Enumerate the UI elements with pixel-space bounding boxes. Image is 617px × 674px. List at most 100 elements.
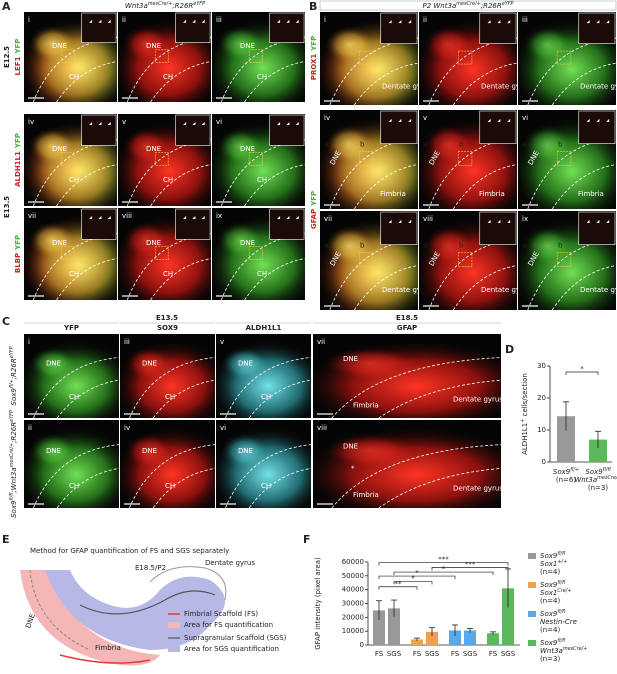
bar [373, 610, 385, 645]
y-axis-label-part: cells/section [521, 373, 529, 419]
legend-label-part: Sox9 [540, 552, 558, 560]
inset-region [248, 49, 263, 63]
arrowhead [107, 216, 111, 220]
tissue-boundary [220, 36, 305, 102]
stain-label-part: YFP [14, 235, 22, 251]
region-label: CH [69, 176, 79, 184]
panel-numeral: vii [324, 215, 332, 223]
legend-label-part: Nestin-Cre [540, 618, 577, 626]
stage-label: E13.5 [156, 314, 178, 322]
region-label: CH [69, 482, 79, 490]
row-label-part: ;R26R [10, 358, 18, 379]
x-tick-label-part: mesCre/+ [597, 475, 617, 481]
legend-swatch [528, 582, 536, 588]
inset [578, 211, 616, 245]
micrograph [118, 12, 211, 102]
micrograph [216, 420, 311, 508]
x-tick-label-part: Sox9 [553, 468, 571, 476]
panel-numeral: iv [124, 424, 130, 432]
micrograph [518, 110, 616, 209]
legend-label-part: Cre/+ [557, 588, 571, 594]
stain-signal [122, 25, 170, 62]
panel-title: Method for GFAP quantification of FS and… [30, 547, 229, 555]
x-tick-label: FS [489, 650, 498, 658]
arrowhead [606, 219, 610, 223]
panel-letter: A [2, 0, 11, 13]
arrowhead [183, 216, 187, 220]
region-label: CH [69, 393, 79, 401]
bar [589, 439, 607, 462]
region-label: Fimbria [578, 190, 604, 198]
region-label: CH [257, 73, 267, 81]
panel-letter: E [2, 533, 10, 546]
region-label: Fimbria [353, 491, 379, 499]
arrowhead [286, 19, 290, 23]
stain-signal [423, 124, 473, 165]
y-tick-label: 20000 [342, 613, 364, 621]
tissue-boundary [152, 468, 215, 508]
panel-letter: B [309, 0, 317, 13]
tissue-boundary [378, 468, 501, 508]
inset [81, 12, 117, 44]
arrowhead [89, 19, 93, 23]
genotype-part: eYFP [502, 1, 514, 7]
tissue-boundary [56, 61, 117, 102]
region-label: CH [261, 482, 271, 490]
legend-label: Sox1Cre/+ [540, 588, 572, 598]
stain-label: GFAP YFP [310, 191, 318, 229]
stain-signal [28, 127, 76, 165]
panel-numeral: viii [317, 424, 327, 432]
region-label: CH [261, 393, 271, 401]
arrowhead [487, 219, 491, 223]
legend-label: Sox9fl/fl [540, 609, 566, 619]
stain-label-part: YFP [14, 39, 22, 55]
stain-signal [423, 225, 473, 266]
tissue-boundary [56, 468, 119, 508]
stain-label-part: PROX1 [310, 54, 318, 81]
significance-label: *** [438, 556, 449, 564]
tissue-boundary [56, 164, 117, 206]
panel-numeral: i [28, 16, 30, 24]
legend-label-part: (n=4) [540, 597, 560, 605]
inset-region [248, 152, 263, 166]
inset-label: a [423, 141, 427, 149]
inset-region [556, 151, 572, 166]
region-label: DNE [52, 239, 67, 247]
arrowhead [201, 216, 205, 220]
region-label: DNE [146, 42, 161, 50]
tissue-boundary [378, 379, 501, 418]
bar [502, 588, 514, 645]
panel-letter: F [303, 533, 311, 546]
legend-label: Area for FS quantification [184, 621, 273, 629]
region-label: DNE [238, 359, 253, 367]
inset-label: b [360, 242, 365, 250]
micrograph [216, 334, 311, 418]
region-label: Fimbria [353, 401, 379, 409]
panel-numeral: ix [216, 212, 222, 220]
x-tick-label: FS [413, 650, 422, 658]
stain-label-part: BLBP [14, 253, 22, 273]
stain-signal [28, 25, 76, 62]
inset-region [60, 152, 75, 166]
stain-label-part: YFP [310, 36, 318, 52]
inset [479, 211, 517, 245]
region-label: CH [163, 73, 173, 81]
stage-label: E18.5 [396, 314, 418, 322]
stain-signal [522, 25, 572, 64]
region-label: CH [69, 73, 79, 81]
region-label: DNE [343, 442, 358, 450]
stain-signal [28, 433, 77, 469]
micrograph [320, 211, 418, 310]
inset [380, 12, 418, 44]
stain-signal [216, 127, 264, 165]
y-axis-label-part: ALDH1L1 [521, 423, 529, 455]
tissue-boundary [150, 61, 211, 102]
row-label-part: fl/fl [9, 492, 15, 501]
significance-bracket [565, 371, 599, 375]
tissue-boundary [248, 468, 311, 508]
inset-label: b [360, 141, 365, 149]
arrowhead [201, 122, 205, 126]
legend-label-part: (n=3) [540, 655, 560, 663]
tissue-boundary [331, 444, 501, 508]
arrowhead [487, 118, 491, 122]
